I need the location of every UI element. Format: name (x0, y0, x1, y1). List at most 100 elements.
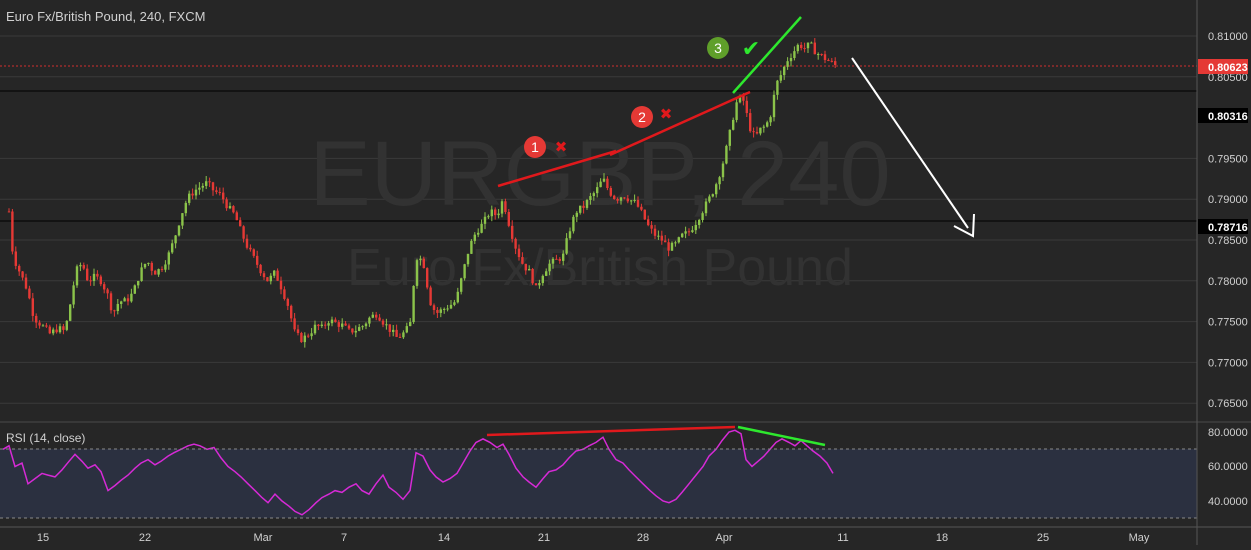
candle-body (256, 255, 259, 265)
candle-body (239, 220, 242, 227)
candle-body (341, 323, 344, 327)
candles (7, 38, 837, 348)
candle-body (344, 323, 347, 326)
candle-body (35, 315, 38, 323)
candle-body (296, 329, 300, 334)
candle-body (368, 317, 371, 324)
rsi-divergence-line-green[interactable] (737, 425, 826, 447)
candle-body (347, 325, 351, 329)
candle-body (650, 225, 653, 229)
current-price-badge (1198, 59, 1248, 74)
time-axis[interactable]: 15 22 Mar 7 14 21 28 Apr 11 18 25 May (37, 532, 1150, 544)
marker-3-label: 3 (714, 40, 722, 56)
candle-body (392, 329, 395, 332)
candle-body (558, 258, 561, 261)
candle-body (225, 199, 228, 209)
candle-body (772, 94, 776, 118)
candle-body (143, 263, 147, 268)
candle-body (235, 212, 238, 221)
candle-body (514, 238, 517, 249)
candle-body (538, 283, 541, 286)
candle-body (364, 323, 368, 327)
candle-body (463, 264, 466, 279)
candle-body (630, 200, 633, 202)
candle-body (660, 235, 663, 241)
candle-body (545, 271, 548, 276)
candle-body (422, 258, 425, 269)
candle-body (721, 163, 725, 178)
candle-body (711, 194, 714, 197)
candle-body (218, 192, 221, 194)
candle-body (92, 273, 96, 281)
candle-body (691, 230, 694, 233)
candle-body (817, 54, 820, 56)
candle-body (466, 253, 470, 265)
candle-body (524, 263, 527, 271)
marker-1-circle (524, 136, 546, 158)
candle-body (460, 278, 463, 292)
candle-body (205, 181, 208, 186)
rsi-tick-80: 80.0000 (1208, 427, 1248, 439)
marker-1-label: 1 (531, 139, 539, 155)
candle-body (177, 225, 181, 236)
candle-body (361, 326, 364, 328)
level-label-lower: 0.78716 (1208, 222, 1248, 234)
candle-body (449, 304, 453, 309)
candle-body (86, 268, 89, 281)
rsi-tick-60: 60.0000 (1208, 461, 1248, 473)
candle-body (28, 288, 31, 299)
candle-body (432, 305, 436, 311)
candle-body (385, 324, 388, 326)
candle-body (830, 60, 833, 62)
price-axis[interactable]: 0.81000 0.80500 0.79500 0.79000 0.78500 0.780… (1208, 31, 1248, 410)
candle-body (201, 185, 204, 188)
candle-body (426, 268, 429, 288)
forecast-arrow[interactable] (851, 57, 969, 229)
trendline-2[interactable] (609, 90, 751, 157)
candle-body (521, 257, 524, 264)
trendline-1[interactable] (497, 149, 617, 188)
candle-body (79, 265, 82, 267)
candle-body (395, 329, 398, 337)
candle-body (436, 310, 439, 313)
candle-body (592, 193, 595, 197)
candle-body (480, 223, 483, 233)
candle-body (242, 226, 245, 239)
candle-body (276, 270, 279, 281)
candle-body (324, 324, 327, 326)
candle-body (531, 268, 534, 284)
candle-body (443, 308, 446, 310)
candle-body (429, 287, 432, 306)
candle-body (113, 310, 116, 312)
candle-body (565, 238, 568, 254)
rsi-tick-40: 40.0000 (1208, 496, 1248, 508)
candle-body (779, 75, 782, 81)
candle-body (266, 277, 269, 282)
rsi-divergence-line-red[interactable] (486, 425, 736, 437)
candle-body (810, 42, 813, 44)
time-tick-22: 22 (139, 532, 151, 544)
candle-body (708, 196, 711, 202)
candle-body (766, 122, 769, 127)
candle-body (208, 181, 211, 183)
candle-body (140, 267, 143, 281)
candle-body (497, 213, 500, 216)
candle-body (14, 251, 17, 266)
candle-body (647, 219, 650, 226)
candle-body (684, 231, 687, 234)
rsi-axis[interactable]: 80.0000 60.0000 40.0000 (1208, 427, 1248, 508)
chart-title: Euro Fx/British Pound, 240, FXCM (6, 9, 205, 24)
candle-body (65, 320, 68, 330)
candle-body (269, 275, 272, 282)
candle-body (783, 66, 786, 76)
candle-body (439, 309, 442, 313)
candle-body (354, 330, 357, 333)
candle-body (198, 187, 201, 190)
candle-body (11, 211, 14, 252)
marker-2-label: 2 (638, 109, 646, 125)
trendline-3[interactable] (732, 16, 802, 94)
candle-body (330, 319, 334, 324)
check-icon: ✔ (742, 36, 760, 61)
candle-body (222, 192, 225, 200)
candle-body (619, 197, 623, 201)
